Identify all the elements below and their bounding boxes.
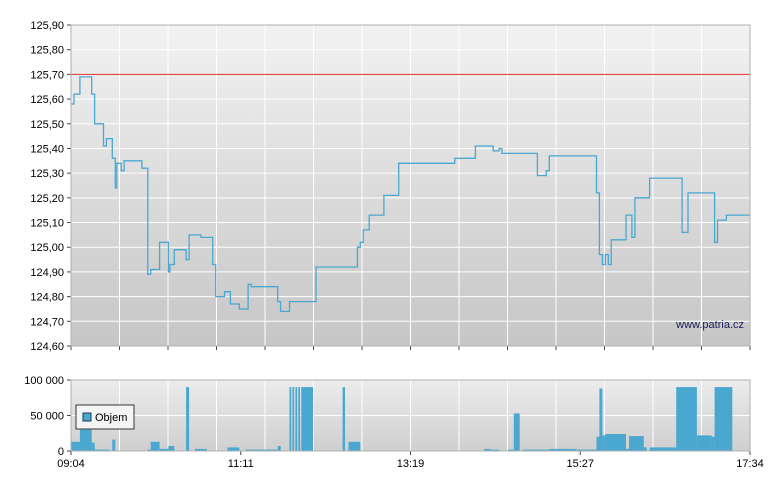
price-line [71, 76, 750, 313]
volume-legend: Objem [75, 404, 135, 430]
volume-bar [513, 413, 520, 451]
price-y-tick-label: 124,70 [30, 316, 64, 328]
volume-bar [79, 429, 92, 451]
volume-bar [112, 439, 116, 451]
volume-bar [676, 387, 697, 451]
legend-swatch [82, 412, 92, 422]
volume-bar [599, 388, 603, 451]
volume-bar [298, 387, 301, 451]
volume-x-tick-label: 09:04 [57, 458, 85, 470]
volume-bar [168, 446, 175, 451]
volume-bar [629, 436, 644, 451]
price-y-axis: 125,90 125,80 125,70 125,60 125,50 125,40 125,… [30, 20, 71, 353]
volume-bar [546, 449, 550, 451]
volume-bar [348, 441, 361, 451]
volume-bar [537, 449, 547, 451]
volume-bars [71, 387, 733, 451]
volume-bar [549, 448, 576, 451]
price-y-tick-label: 125,90 [30, 20, 64, 32]
volume-bar [507, 449, 514, 451]
price-y-tick-label: 125,50 [30, 119, 64, 131]
volume-bar [295, 387, 298, 451]
volume-bar [596, 436, 600, 451]
price-y-tick-label: 125,30 [30, 168, 64, 180]
volume-bar [227, 447, 240, 451]
price-series-line [71, 76, 750, 313]
price-y-tick-label: 125,40 [30, 143, 64, 155]
volume-x-tick-label: 17:34 [736, 458, 764, 470]
volume-bar [150, 441, 160, 451]
price-frame [70, 24, 751, 347]
price-y-tick-label: 125,60 [30, 94, 64, 106]
volume-bar [245, 449, 278, 451]
volume-bar [301, 387, 314, 451]
volume-x-tick-label: 13:19 [397, 458, 425, 470]
price-y-tick-label: 125,00 [30, 242, 64, 254]
price-y-tick-label: 125,20 [30, 193, 64, 205]
volume-x-tick-label: 15:27 [566, 458, 594, 470]
volume-chart: 100 000 50 000 0 09:04 11:11 13:19 15:27 17:34… [24, 375, 764, 470]
price-y-tick-label: 124,80 [30, 292, 64, 304]
volume-x-tick-label: 11:11 [228, 458, 254, 470]
volume-y-tick-label: 50 000 [30, 411, 64, 423]
price-y-tick-label: 124,60 [30, 341, 64, 353]
volume-bar [292, 387, 295, 451]
price-y-tick-label: 125,80 [30, 45, 64, 57]
volume-bar [147, 449, 151, 451]
volume-bar [643, 447, 647, 451]
volume-y-axis: 100 000 50 000 0 [24, 375, 71, 458]
price-y-tick-label: 125,10 [30, 218, 64, 230]
volume-bar [714, 387, 733, 451]
volume-bar [605, 434, 626, 451]
price-y-tick-label: 124,90 [30, 267, 64, 279]
volume-bar [490, 449, 500, 451]
volume-bar [649, 447, 677, 451]
volume-y-tick-label: 0 [58, 446, 64, 458]
volume-x-axis: 09:04 11:11 13:19 15:27 17:34 [57, 451, 764, 470]
volume-bar [626, 448, 629, 451]
volume-bar [186, 387, 190, 451]
volume-bar [289, 387, 292, 451]
volume-bar [71, 441, 80, 451]
volume-frame [70, 379, 751, 452]
price-chart: 125,90 125,80 125,70 125,60 125,50 125,40 125,… [30, 20, 751, 353]
volume-bar [195, 448, 207, 451]
volume-bar [522, 449, 538, 451]
watermark: www.patria.cz [675, 319, 744, 331]
volume-bar [711, 436, 715, 451]
price-y-tick-label: 125,70 [30, 69, 64, 81]
volume-bar [91, 442, 95, 451]
volume-bar [602, 435, 606, 451]
volume-bar [277, 446, 281, 451]
volume-bar [484, 448, 491, 451]
legend-label: Objem [95, 412, 127, 424]
volume-bar [159, 448, 169, 451]
volume-bar [575, 449, 597, 451]
volume-bar [94, 449, 110, 451]
volume-y-tick-label: 100 000 [24, 375, 64, 387]
volume-bar [342, 387, 345, 451]
volume-bar [696, 435, 712, 451]
